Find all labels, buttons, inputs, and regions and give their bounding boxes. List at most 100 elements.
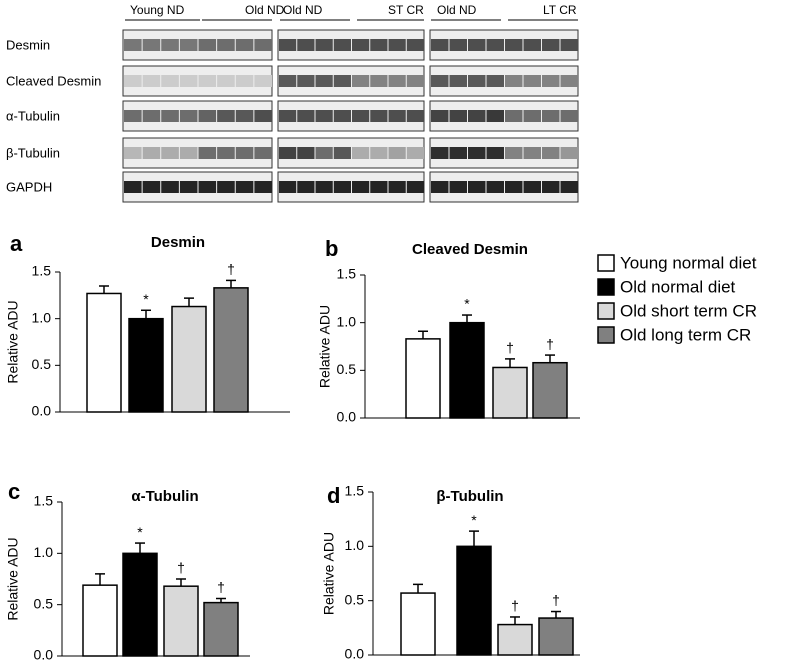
blot-band [352, 181, 370, 193]
blot-band [523, 147, 541, 159]
blot-band [333, 181, 351, 193]
blot-band [198, 110, 217, 122]
blot-band [449, 181, 467, 193]
bar [213, 287, 249, 413]
chart-title: Desmin [151, 234, 205, 251]
blot-band [406, 75, 424, 87]
legend-label: Old short term CR [620, 301, 757, 320]
blot-band [124, 147, 142, 159]
blot-band [124, 75, 142, 87]
blot-band [198, 147, 217, 159]
significance-marker: † [217, 579, 225, 595]
blot-band [468, 181, 486, 193]
blot-band [198, 75, 217, 87]
significance-marker: * [464, 296, 470, 312]
blot-band [542, 75, 560, 87]
blot-band [560, 39, 578, 51]
blot-band [486, 39, 504, 51]
blot-band [315, 39, 333, 51]
chart-title: β-Tubulin [436, 488, 503, 505]
significance-marker: † [546, 336, 554, 352]
blot-band [505, 181, 523, 193]
blot-band [179, 110, 198, 122]
blot-band [279, 110, 297, 122]
legend-label: Old normal diet [620, 277, 736, 296]
y-tick-label: 0.5 [32, 356, 52, 372]
blot-band [297, 147, 315, 159]
panel-label: d [327, 483, 340, 508]
y-tick-label: 1.0 [32, 309, 52, 325]
blot-band [468, 110, 486, 122]
blot-band [235, 181, 254, 193]
blot-band [352, 110, 370, 122]
blot-band [468, 147, 486, 159]
bar [86, 292, 122, 413]
significance-marker: † [506, 340, 514, 356]
blot-band [560, 181, 578, 193]
blot-band [542, 39, 560, 51]
blot-band [560, 110, 578, 122]
blot-row-label: β-Tubulin [6, 145, 60, 160]
bar [400, 592, 436, 656]
blot-band [161, 75, 179, 87]
blot-band [217, 147, 235, 159]
blot-band [449, 39, 467, 51]
panel-label: c [8, 479, 20, 504]
blot-band [297, 181, 315, 193]
blot-band [235, 75, 254, 87]
blot-band [486, 181, 504, 193]
blot-band [142, 75, 161, 87]
y-axis-label: Relative ADU [321, 532, 337, 615]
blot-header: ST CR [388, 3, 424, 17]
bar [497, 623, 533, 656]
blot-band [235, 110, 254, 122]
blot-band [370, 39, 388, 51]
blot-band [523, 39, 541, 51]
y-tick-label: 1.5 [32, 263, 52, 279]
blot-band [370, 147, 388, 159]
bar [538, 617, 574, 656]
blot-band [198, 39, 217, 51]
blot-band [179, 147, 198, 159]
blot-band [406, 39, 424, 51]
blot-band [217, 75, 235, 87]
blot-band [449, 147, 467, 159]
legend-swatch [597, 254, 615, 272]
y-tick-label: 0.0 [345, 646, 365, 662]
blot-band [279, 75, 297, 87]
blot-band [505, 147, 523, 159]
blot-band [505, 110, 523, 122]
significance-marker: * [137, 524, 143, 540]
y-tick-label: 0.0 [34, 647, 54, 663]
blot-band [431, 75, 449, 87]
blot-band [315, 181, 333, 193]
blot-band [542, 147, 560, 159]
blot-band [161, 147, 179, 159]
blot-band [370, 75, 388, 87]
bar [405, 338, 441, 419]
significance-marker: † [177, 560, 185, 576]
legend-swatch [597, 278, 615, 296]
blot-band [142, 110, 161, 122]
blot-header: Old ND [437, 3, 477, 17]
bar [82, 584, 118, 657]
blot-band [254, 147, 272, 159]
blot-band [279, 39, 297, 51]
blot-band [406, 147, 424, 159]
blot-band [523, 110, 541, 122]
blot-header: Old ND [283, 3, 323, 17]
blot-band [333, 75, 351, 87]
blot-row-label: Desmin [6, 37, 50, 52]
bar [163, 585, 199, 657]
blot-band [161, 39, 179, 51]
blot-band [388, 181, 406, 193]
blot-band [279, 147, 297, 159]
blot-band [142, 39, 161, 51]
blot-band [142, 147, 161, 159]
legend-label: Old long term CR [620, 325, 751, 344]
blot-band [431, 110, 449, 122]
blot-band [449, 110, 467, 122]
panel-label: a [10, 231, 23, 256]
blot-band [179, 39, 198, 51]
y-axis-label: Relative ADU [5, 537, 21, 620]
